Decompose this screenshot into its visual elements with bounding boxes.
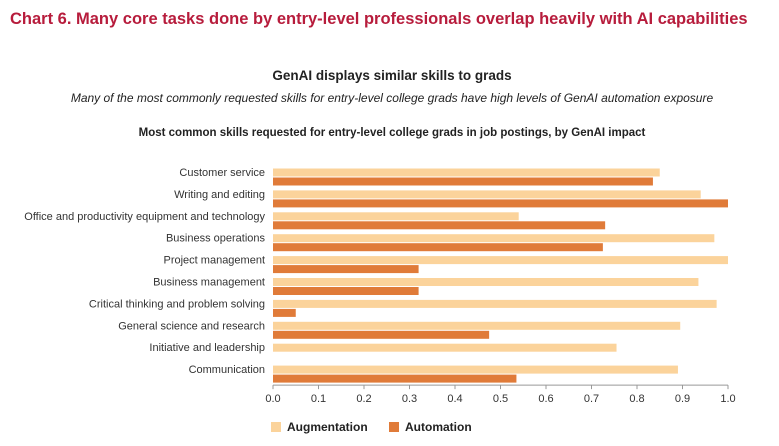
bar-automation xyxy=(273,221,606,230)
x-tick-label: 0.7 xyxy=(584,393,599,405)
bar-augmentation xyxy=(273,234,715,243)
x-tick-label: 0.6 xyxy=(538,393,553,405)
x-tick-label: 0.9 xyxy=(675,393,690,405)
bar-automation xyxy=(273,243,603,252)
category-label: Business management xyxy=(153,277,265,289)
bar-automation xyxy=(273,177,653,186)
bar-automation xyxy=(273,265,419,274)
bar-augmentation xyxy=(273,343,617,352)
x-tick-label: 0.3 xyxy=(402,393,417,405)
category-label: Initiative and leadership xyxy=(149,342,265,354)
bar-automation xyxy=(273,287,419,295)
x-tick-label: 1.0 xyxy=(720,393,735,405)
chart-subtitle: GenAI displays similar skills to grads xyxy=(272,68,511,83)
bar-automation xyxy=(273,374,517,383)
bar-automation xyxy=(273,199,728,208)
category-label: Critical thinking and problem solving xyxy=(89,298,265,310)
category-labels: Customer service Writing and editing Offic… xyxy=(24,167,265,376)
bars-group xyxy=(273,168,728,383)
bar-augmentation xyxy=(273,365,678,374)
chart-title: Chart 6. Many core tasks done by entry-l… xyxy=(10,10,748,28)
x-tick-label: 0.4 xyxy=(447,393,462,405)
x-tick-label: 0.1 xyxy=(311,393,326,405)
category-label: Business operations xyxy=(166,233,266,245)
legend-label-automation: Automation xyxy=(405,420,472,434)
legend: Augmentation Automation xyxy=(271,420,472,434)
category-label: Customer service xyxy=(179,167,265,179)
bar-augmentation xyxy=(273,278,699,286)
legend-swatch-automation xyxy=(389,422,399,432)
plot-title: Most common skills requested for entry-l… xyxy=(139,127,646,139)
x-tick-label: 0.0 xyxy=(265,393,280,405)
bar-augmentation xyxy=(273,256,728,265)
bar-augmentation xyxy=(273,212,519,221)
category-label: Project management xyxy=(164,255,266,267)
x-axis-ticks: 0.0 0.1 0.2 0.3 0.4 0.5 0.6 0.7 0.8 0.9 1.0 xyxy=(265,385,736,405)
chart-description: Many of the most commonly requested skil… xyxy=(71,91,714,105)
bar-automation xyxy=(273,330,490,339)
bar-augmentation xyxy=(273,321,681,330)
bar-augmentation xyxy=(273,168,660,177)
bar-automation xyxy=(273,308,296,317)
x-tick-label: 0.5 xyxy=(493,393,508,405)
x-tick-label: 0.2 xyxy=(356,393,371,405)
category-label: Writing and editing xyxy=(174,189,265,201)
legend-swatch-augmentation xyxy=(271,422,281,432)
legend-label-augmentation: Augmentation xyxy=(287,420,368,434)
category-label: Communication xyxy=(189,364,265,376)
bar-augmentation xyxy=(273,190,701,199)
category-label: Office and productivity equipment and te… xyxy=(24,211,265,223)
x-tick-label: 0.8 xyxy=(629,393,644,405)
category-label: General science and research xyxy=(118,320,265,332)
bar-augmentation xyxy=(273,299,717,308)
